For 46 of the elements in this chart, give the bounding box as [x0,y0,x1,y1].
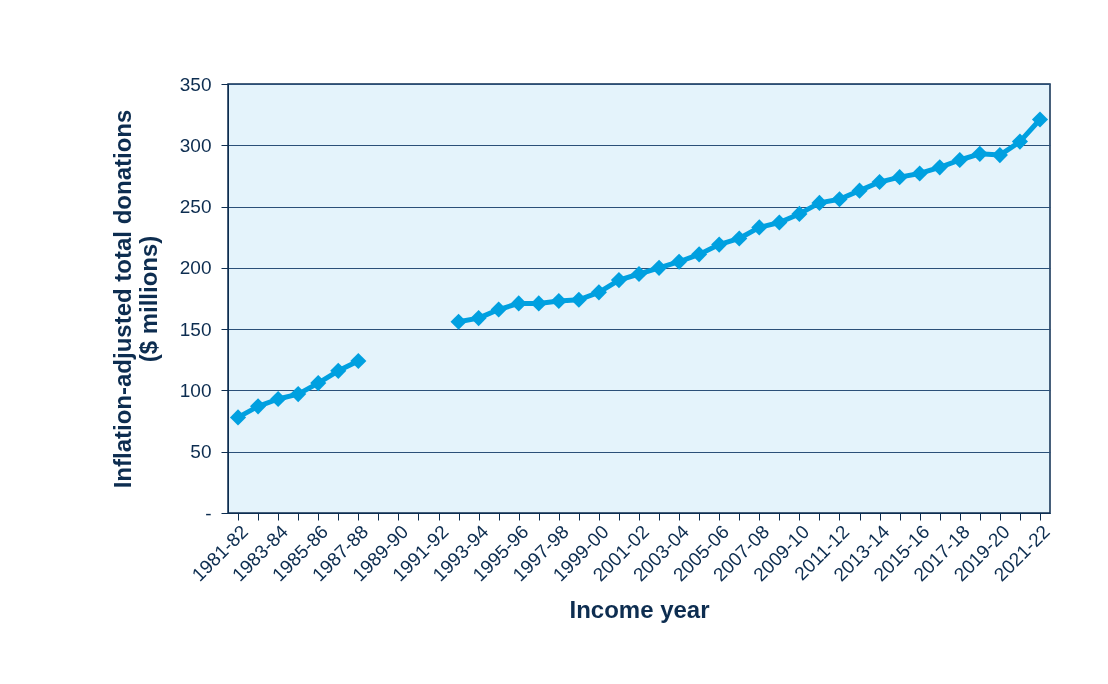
x-axis-title: Income year [569,596,710,624]
point [570,291,587,308]
y-tick-label: 350 [179,73,212,95]
point [751,219,768,236]
y-tick-label: 100 [179,379,212,401]
y-axis-title: Inflation-adjusted total donations ($ millions) [108,109,162,489]
point [610,272,628,289]
point [350,352,367,370]
point [630,265,648,283]
point [811,194,828,211]
y-tick-label: 50 [190,441,212,463]
point [490,301,507,318]
point [831,191,848,208]
point [1011,133,1028,150]
point [711,236,728,253]
point [931,159,948,176]
point [891,169,908,186]
point [691,246,708,263]
point [510,295,527,312]
point [470,310,487,327]
point [1031,111,1049,128]
point [450,313,467,330]
point [771,214,788,231]
point [310,375,327,392]
point [330,362,347,379]
point [270,390,287,408]
point [951,151,968,169]
point [590,284,607,301]
y-tick-label: - [205,502,212,524]
point [911,165,928,182]
point [550,292,567,310]
point [991,147,1008,164]
point [851,182,868,199]
point [731,230,748,247]
point [229,409,247,426]
point [250,398,267,415]
y-tick-label: 300 [179,134,212,156]
y-tick-label: 150 [179,318,212,340]
point [650,259,668,276]
point [290,386,307,403]
point [971,145,988,162]
point [671,253,688,270]
y-tick-label: 200 [179,257,212,279]
y-tick-label: 250 [179,196,212,218]
point [791,205,808,222]
point [871,174,888,191]
